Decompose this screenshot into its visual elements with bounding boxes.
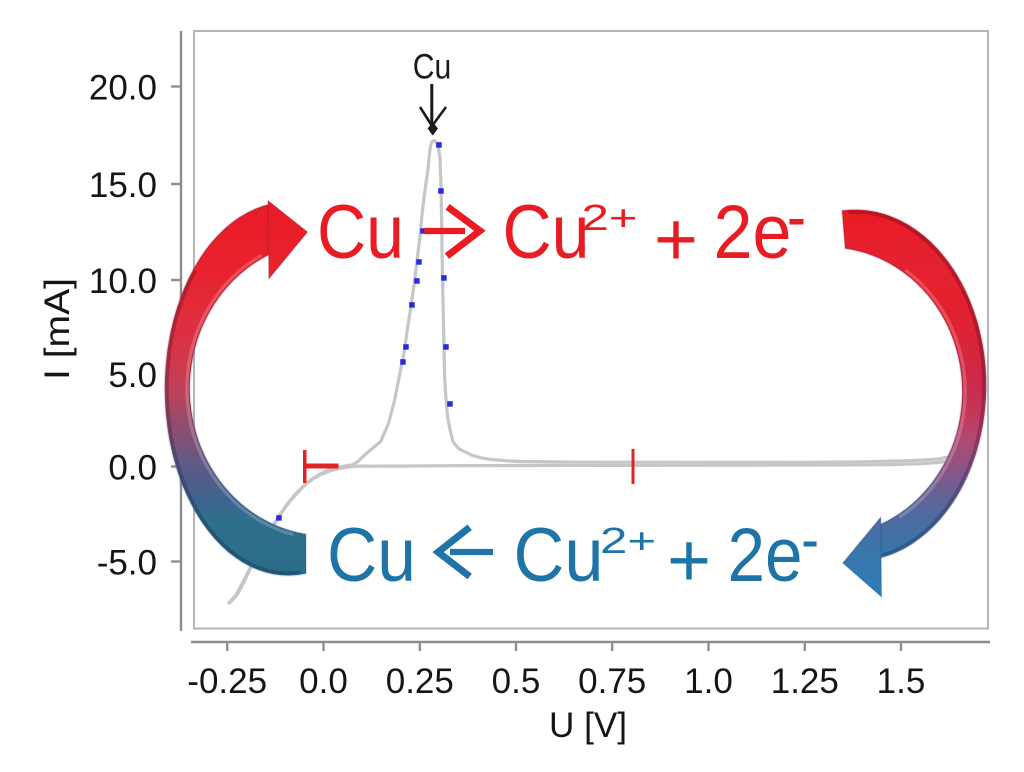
svg-text:15.0: 15.0 (89, 166, 157, 205)
svg-text:Cu: Cu (413, 48, 452, 87)
svg-text:I [mA]: I [mA] (38, 278, 77, 380)
svg-text:0.0: 0.0 (108, 449, 157, 488)
svg-text:U [V]: U [V] (549, 706, 627, 745)
svg-text:0.0: 0.0 (299, 662, 348, 701)
svg-text:+: + (667, 518, 711, 603)
svg-text:2e: 2e (728, 513, 803, 598)
svg-text:2+: 2+ (600, 520, 656, 561)
svg-text:-5.0: -5.0 (97, 544, 157, 583)
svg-text:20.0: 20.0 (89, 69, 157, 108)
svg-text:0.5: 0.5 (492, 662, 541, 701)
svg-text:1.25: 1.25 (771, 662, 839, 701)
svg-text:2+: 2+ (582, 197, 638, 238)
svg-text:0.75: 0.75 (578, 662, 646, 701)
svg-text:5.0: 5.0 (108, 356, 157, 395)
svg-text:1.5: 1.5 (877, 662, 926, 701)
svg-text:1.0: 1.0 (684, 662, 733, 701)
svg-text:Cu: Cu (327, 513, 416, 598)
svg-text:10.0: 10.0 (89, 262, 157, 301)
svg-text:Cu: Cu (503, 190, 590, 275)
svg-text:2e: 2e (714, 190, 792, 275)
svg-text:-0.25: -0.25 (187, 662, 267, 701)
svg-text:Cu: Cu (514, 513, 604, 598)
svg-text:Cu: Cu (317, 190, 404, 275)
svg-text:0.25: 0.25 (386, 662, 454, 701)
svg-text:+: + (654, 197, 698, 282)
